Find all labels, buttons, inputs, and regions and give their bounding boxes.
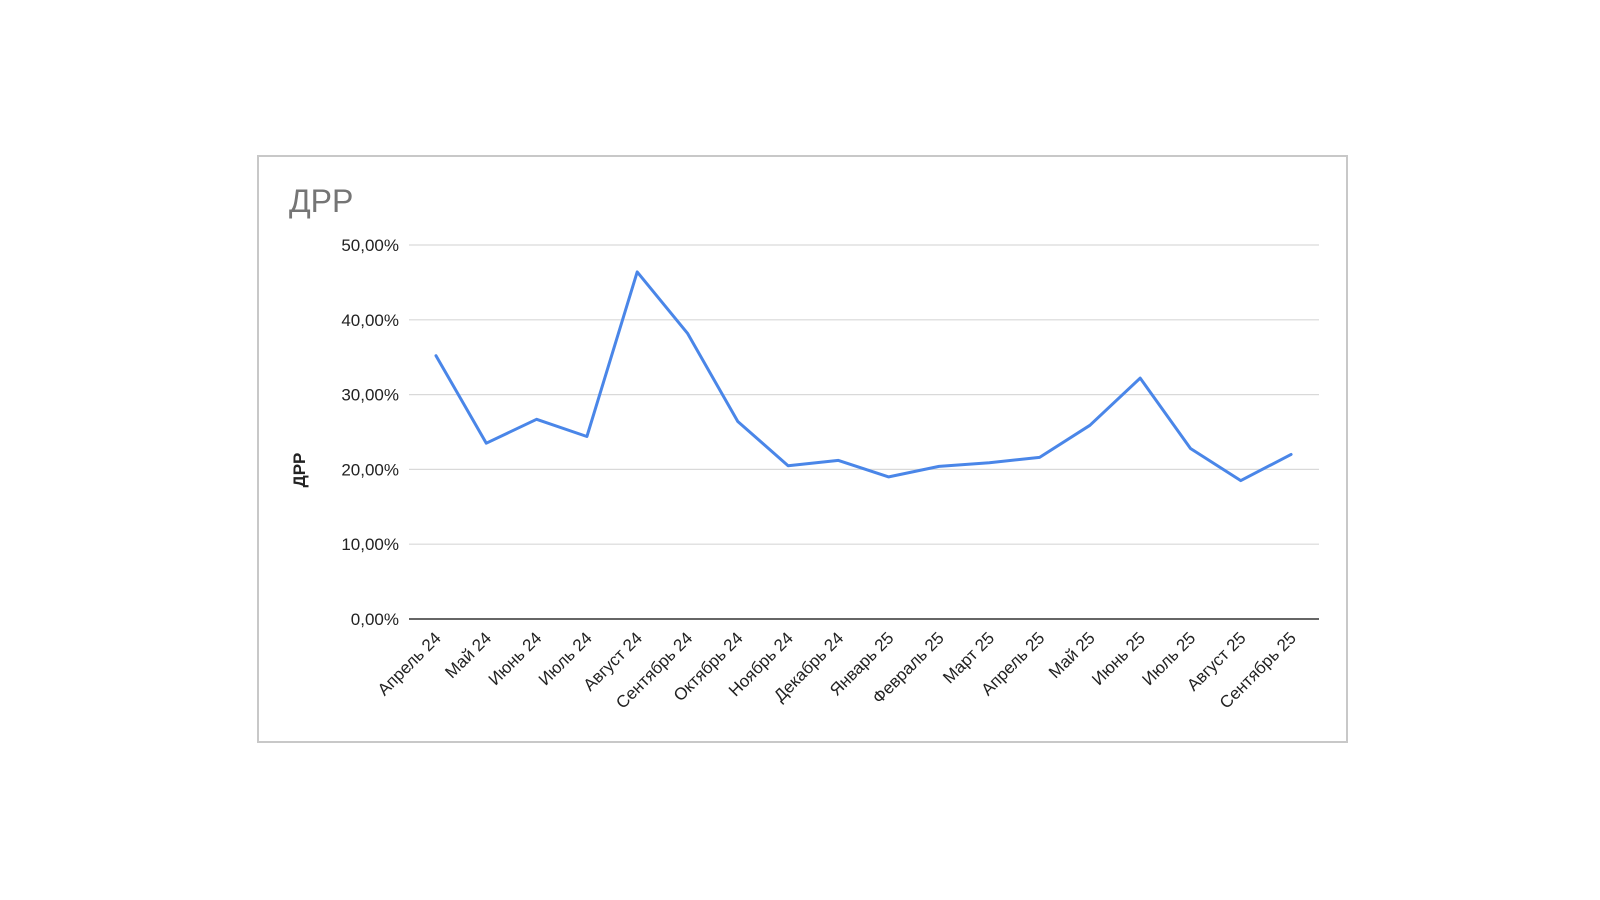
y-tick-label: 40,00% [341,311,399,330]
chart-title: ДРР [289,183,353,219]
chart-card: ДРР 0,00% 10,00% 20,00% 30,00% 40,00% 50,00% … [257,155,1348,743]
x-tick-label: Апрель 24 [374,628,445,699]
y-tick-label: 20,00% [341,460,399,479]
line-chart: ДРР 0,00%10,00%20,00%30,00%40,00%50,00% … [289,183,1319,712]
series-line [434,270,1293,483]
series-layer [434,270,1293,483]
y-axis-label: ДРР [290,453,309,488]
gridlines [409,244,1319,620]
y-axis-ticks: 0,00% 10,00% 20,00% 30,00% 40,00% 50,00% [341,236,399,629]
y-tick-label: 30,00% [341,386,399,405]
x-tick-label: Июнь 25 [1088,628,1149,689]
x-tick-label: Июнь 24 [485,628,546,689]
y-tick-label: 0,00% [351,610,399,629]
y-tick-label: 50,00% [341,236,399,255]
y-tick-label: 10,00% [341,535,399,554]
